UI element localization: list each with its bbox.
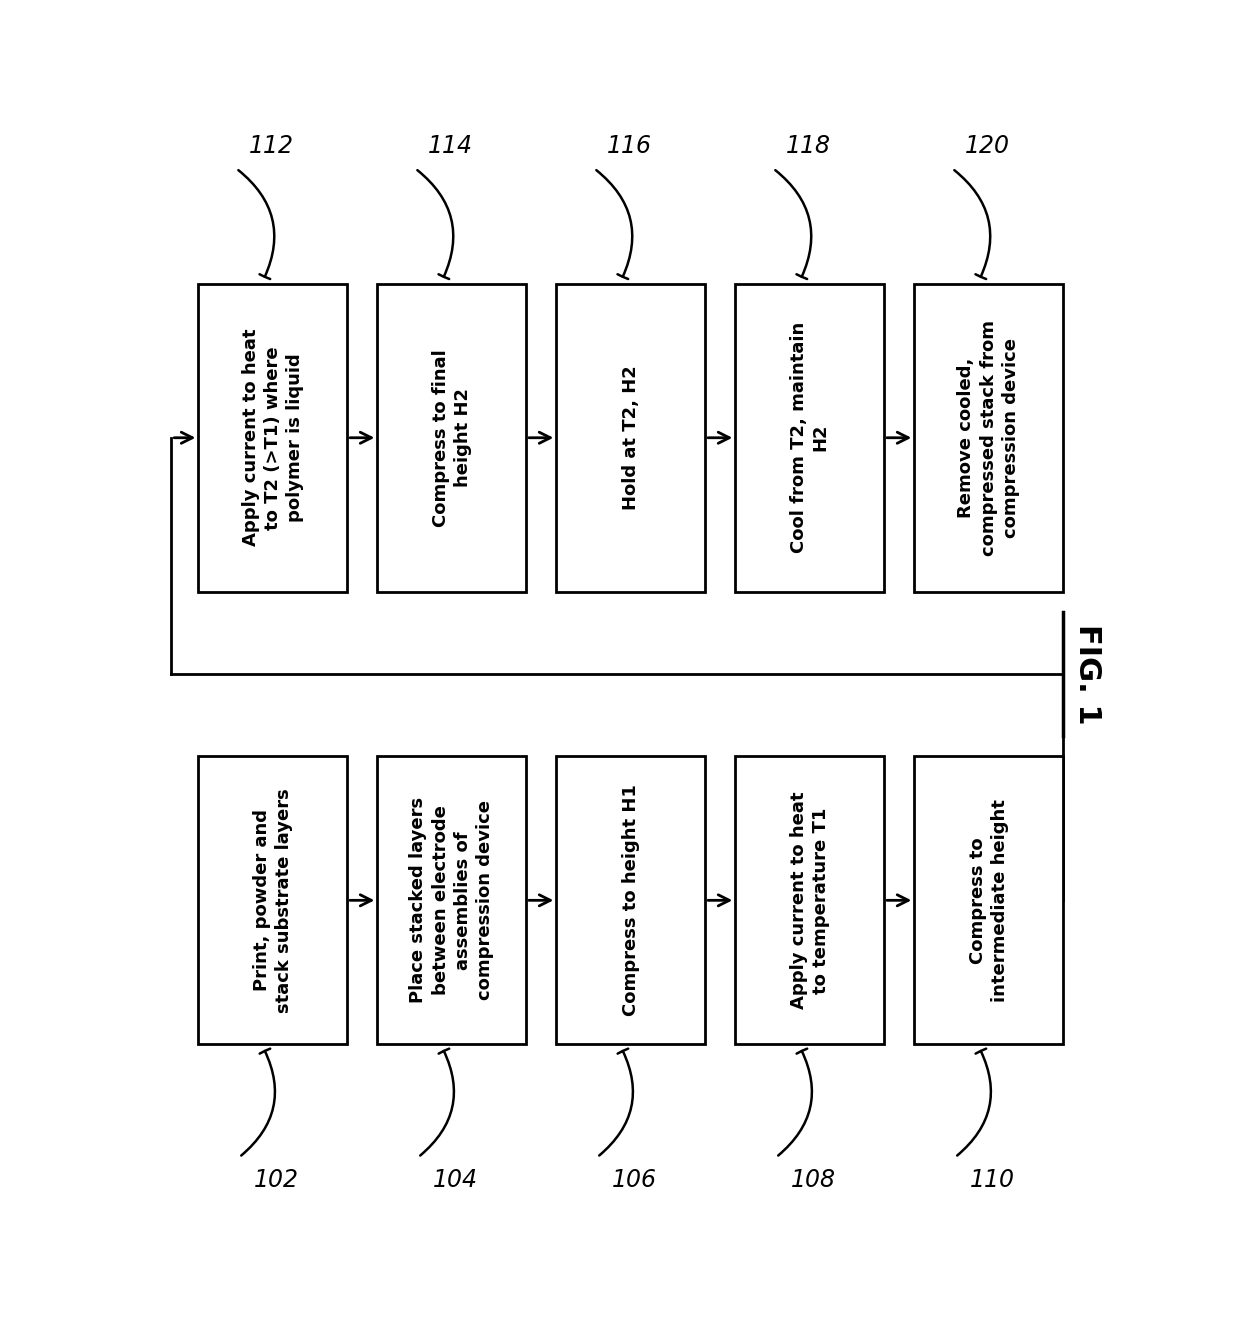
Text: Compress to final
height H2: Compress to final height H2 (432, 348, 471, 526)
Text: Compress to
intermediate height: Compress to intermediate height (968, 798, 1009, 1001)
Bar (198, 283, 347, 591)
Text: Remove cooled,
compressed stack from
compression device: Remove cooled, compressed stack from com… (957, 320, 1019, 555)
Text: 112: 112 (249, 134, 294, 158)
Text: 118: 118 (786, 134, 831, 158)
Text: 110: 110 (970, 1168, 1014, 1192)
Text: 120: 120 (965, 134, 1009, 158)
Text: 114: 114 (428, 134, 472, 158)
Bar (557, 757, 706, 1044)
Text: Cool from T2, maintain
H2: Cool from T2, maintain H2 (790, 322, 830, 554)
Bar (377, 283, 526, 591)
Text: Apply current to heat
to temperature T1: Apply current to heat to temperature T1 (790, 792, 830, 1009)
Bar (557, 283, 706, 591)
Text: 108: 108 (790, 1168, 836, 1192)
Text: Print, powder and
stack substrate layers: Print, powder and stack substrate layers (253, 788, 293, 1013)
Text: 102: 102 (253, 1168, 299, 1192)
Bar (735, 757, 884, 1044)
Text: 106: 106 (611, 1168, 656, 1192)
Text: 116: 116 (606, 134, 652, 158)
Bar (198, 757, 347, 1044)
Bar (914, 757, 1063, 1044)
Text: Hold at T2, H2: Hold at T2, H2 (621, 366, 640, 510)
Text: Place stacked layers
between electrode
assemblies of
compression device: Place stacked layers between electrode a… (409, 797, 494, 1004)
Text: 104: 104 (433, 1168, 477, 1192)
Bar (735, 283, 884, 591)
Bar (377, 757, 526, 1044)
Text: FIG. 1: FIG. 1 (1073, 623, 1101, 725)
Text: Compress to height H1: Compress to height H1 (621, 785, 640, 1016)
Text: Apply current to heat
to T2 (>T1) where
polymer is liquid: Apply current to heat to T2 (>T1) where … (242, 328, 304, 546)
Bar (914, 283, 1063, 591)
